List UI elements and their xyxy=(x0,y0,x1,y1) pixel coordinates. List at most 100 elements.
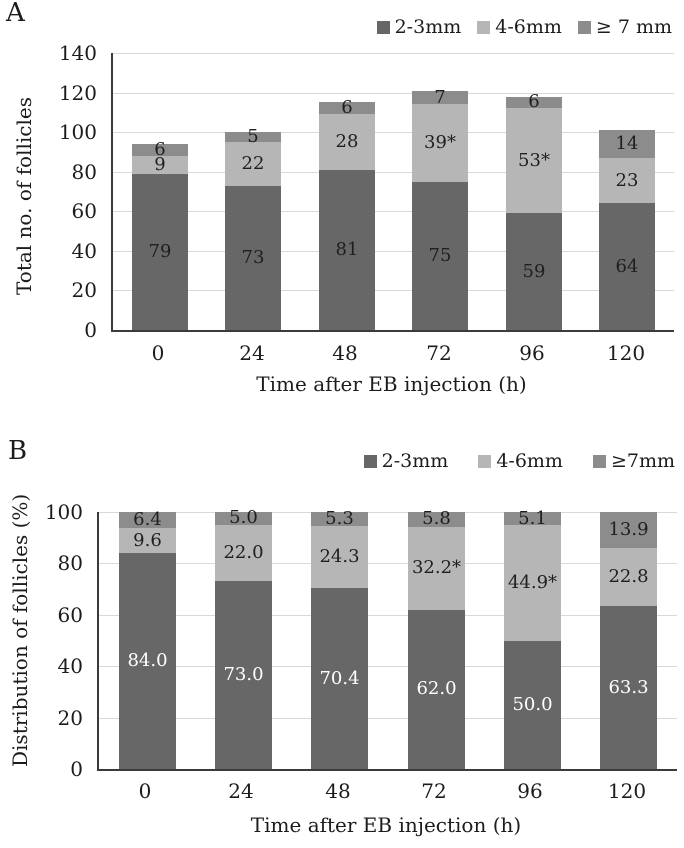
legend-label: 2-3mm xyxy=(381,450,449,472)
bar-value-label: 53* xyxy=(518,149,550,171)
gridline xyxy=(113,53,674,54)
legend-swatch-icon xyxy=(477,21,491,34)
bar-segment-24h-2-3mm: 73 xyxy=(225,185,281,330)
gridline xyxy=(113,93,674,94)
bar-segment-0h-4-6mm: 9.6 xyxy=(119,528,176,554)
bar-value-label: 9 xyxy=(154,153,166,175)
x-tick-label: 96 xyxy=(517,779,543,803)
panel-a-label: A xyxy=(6,0,25,28)
gridline xyxy=(113,251,674,252)
bar-value-label: 64 xyxy=(615,255,639,277)
bar-segment-96h-≥7mm: 5.1 xyxy=(504,507,561,529)
gridline xyxy=(113,132,674,133)
panel-b-label: B xyxy=(8,436,28,466)
bar-segment-48h-≥7mm: 6 xyxy=(319,99,375,117)
bar-segment-120h-≥7mm: 14 xyxy=(599,130,655,158)
bar-value-label: 79 xyxy=(148,240,172,262)
bar-segment-96h-4-6mm: 44.9* xyxy=(504,525,561,641)
bar-value-label: 63.3 xyxy=(608,676,649,698)
y-tick-label: 60 xyxy=(71,199,97,223)
bar-segment-72h-≥7mm: 5.8 xyxy=(408,508,465,530)
x-tick-label: 96 xyxy=(519,341,545,365)
gridline xyxy=(99,615,677,616)
bar-segment-48h-4-6mm: 28 xyxy=(319,114,375,170)
bar-segment-0h-2-3mm: 84.0 xyxy=(119,553,176,769)
bar-segment-48h-2-3mm: 81 xyxy=(319,169,375,330)
gridline xyxy=(99,563,677,564)
panel-a-x-axis-title: Time after EB injection (h) xyxy=(256,372,527,396)
x-tick-label: 0 xyxy=(151,341,165,365)
bar-value-label: 14 xyxy=(615,133,639,155)
legend-entry-4-6mm: 4-6mm xyxy=(478,452,563,471)
legend-entry-2-3mm: 2-3mm xyxy=(376,16,462,38)
bar-value-label: 5.0 xyxy=(229,507,258,529)
bar-value-label: 6.4 xyxy=(133,509,162,531)
bar-segment-120h-≥7mm: 13.9 xyxy=(600,512,657,548)
bar-value-label: 39* xyxy=(424,132,456,154)
y-tick-label: 20 xyxy=(57,706,83,730)
bar-segment-48h-4-6mm: 24.3 xyxy=(311,525,368,589)
bar-value-label: 5.1 xyxy=(518,507,547,529)
bar-segment-96h-2-3mm: 50.0 xyxy=(504,640,561,769)
bar-value-label: 6 xyxy=(528,91,540,113)
legend-swatch-icon xyxy=(577,21,591,34)
panel-b-legend: 2-3mm 4-6mm ≥7mm xyxy=(97,452,675,471)
bar-value-label: 73 xyxy=(241,246,265,268)
bar-value-label: 81 xyxy=(335,238,359,260)
legend-entry-4-6mm: 4-6mm xyxy=(477,18,562,37)
bar-segment-48h-2-3mm: 70.4 xyxy=(311,588,368,769)
legend-label: 2-3mm xyxy=(394,16,462,38)
x-tick-label: 24 xyxy=(228,779,254,803)
gridline xyxy=(99,512,677,513)
y-tick-label: 100 xyxy=(58,120,97,144)
panel-b-plot-area: 84.0 9.6 6.4 73.0 22.0 5.0 70.4 24.3 5.3 62.0 32.2… xyxy=(97,507,677,771)
bar-segment-72h-≥7mm: 7 xyxy=(412,88,468,106)
legend-label: 4-6mm xyxy=(496,450,563,472)
bar-value-label: 5.8 xyxy=(422,508,451,530)
legend-entry-2-3mm: 2-3mm xyxy=(363,450,449,472)
bar-segment-120h-2-3mm: 63.3 xyxy=(600,606,657,769)
bar-segment-120h-4-6mm: 23 xyxy=(599,157,655,204)
bar-value-label: 5 xyxy=(247,126,259,148)
bar-segment-24h-≥7mm: 5.0 xyxy=(215,507,272,529)
bar-value-label: 23 xyxy=(615,169,639,191)
bar-value-label: 32.2* xyxy=(411,557,462,579)
bar-segment-0h-≥7mm: 6.4 xyxy=(119,509,176,531)
legend-entry-≥7mm: ≥ 7 mm xyxy=(577,16,672,38)
y-tick-label: 80 xyxy=(71,160,97,184)
bar-value-label: 73.0 xyxy=(223,664,264,686)
x-tick-label: 24 xyxy=(239,341,265,365)
bar-segment-48h-≥7mm: 5.3 xyxy=(311,507,368,529)
y-tick-label: 80 xyxy=(57,551,83,575)
bar-segment-96h-≥7mm: 6 xyxy=(506,93,562,111)
x-tick-label: 120 xyxy=(606,341,646,365)
bar-value-label: 44.9* xyxy=(507,571,558,593)
bar-value-label: 5.3 xyxy=(325,507,354,529)
legend-swatch-icon xyxy=(592,455,606,468)
bar-value-label: 13.9 xyxy=(608,518,649,540)
y-tick-label: 0 xyxy=(70,757,83,781)
y-tick-label: 120 xyxy=(58,81,97,105)
legend-label: 4-6mm xyxy=(495,16,562,38)
legend-label: ≥ 7 mm xyxy=(595,16,672,38)
gridline xyxy=(99,718,677,719)
gridline xyxy=(113,290,674,291)
bar-value-label: 62.0 xyxy=(416,678,457,700)
bar-value-label: 9.6 xyxy=(133,529,162,551)
y-tick-label: 60 xyxy=(57,603,83,627)
bar-segment-96h-4-6mm: 53* xyxy=(506,108,562,214)
legend-label: ≥7mm xyxy=(610,450,675,472)
bar-value-label: 70.4 xyxy=(319,667,360,689)
gridline xyxy=(99,666,677,667)
y-tick-label: 140 xyxy=(58,41,97,65)
gridline xyxy=(113,211,674,212)
x-tick-label: 48 xyxy=(325,779,351,803)
panel-a-plot-area: 79 9 6 73 22 5 81 28 6 75 39* 7 59 53* 6 64 23 14 xyxy=(111,53,674,332)
panel-a-legend: 2-3mm 4-6mm ≥ 7 mm xyxy=(111,18,672,37)
bar-value-label: 6 xyxy=(154,138,166,160)
y-tick-label: 20 xyxy=(71,278,97,302)
bar-segment-24h-≥7mm: 5 xyxy=(225,128,281,146)
bar-segment-24h-4-6mm: 22.0 xyxy=(215,524,272,582)
